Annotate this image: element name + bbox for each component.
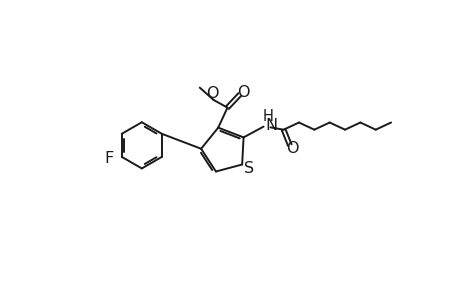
Text: O: O xyxy=(237,85,249,100)
Text: N: N xyxy=(264,118,277,133)
Text: S: S xyxy=(243,161,253,176)
Text: O: O xyxy=(285,141,298,156)
Text: F: F xyxy=(105,151,114,166)
Text: O: O xyxy=(205,86,218,101)
Text: H: H xyxy=(262,109,273,124)
